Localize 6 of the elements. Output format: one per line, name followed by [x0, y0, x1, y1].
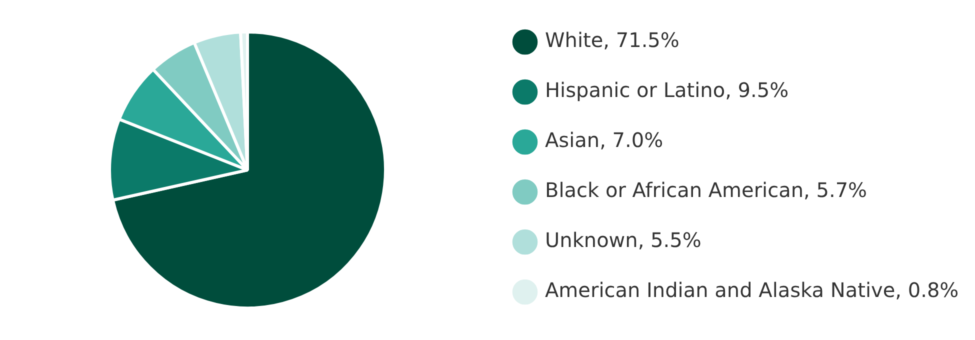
legend-label: Hispanic or Latino, 9.5% — [545, 78, 789, 102]
legend-label: Black or African American, 5.7% — [545, 178, 868, 202]
legend-label: Asian, 7.0% — [545, 128, 664, 152]
legend-label: American Indian and Alaska Native, 0.8% — [545, 278, 959, 302]
legend-label: Unknown, 5.5% — [545, 228, 702, 252]
legend-label: White, 71.5% — [545, 28, 680, 52]
